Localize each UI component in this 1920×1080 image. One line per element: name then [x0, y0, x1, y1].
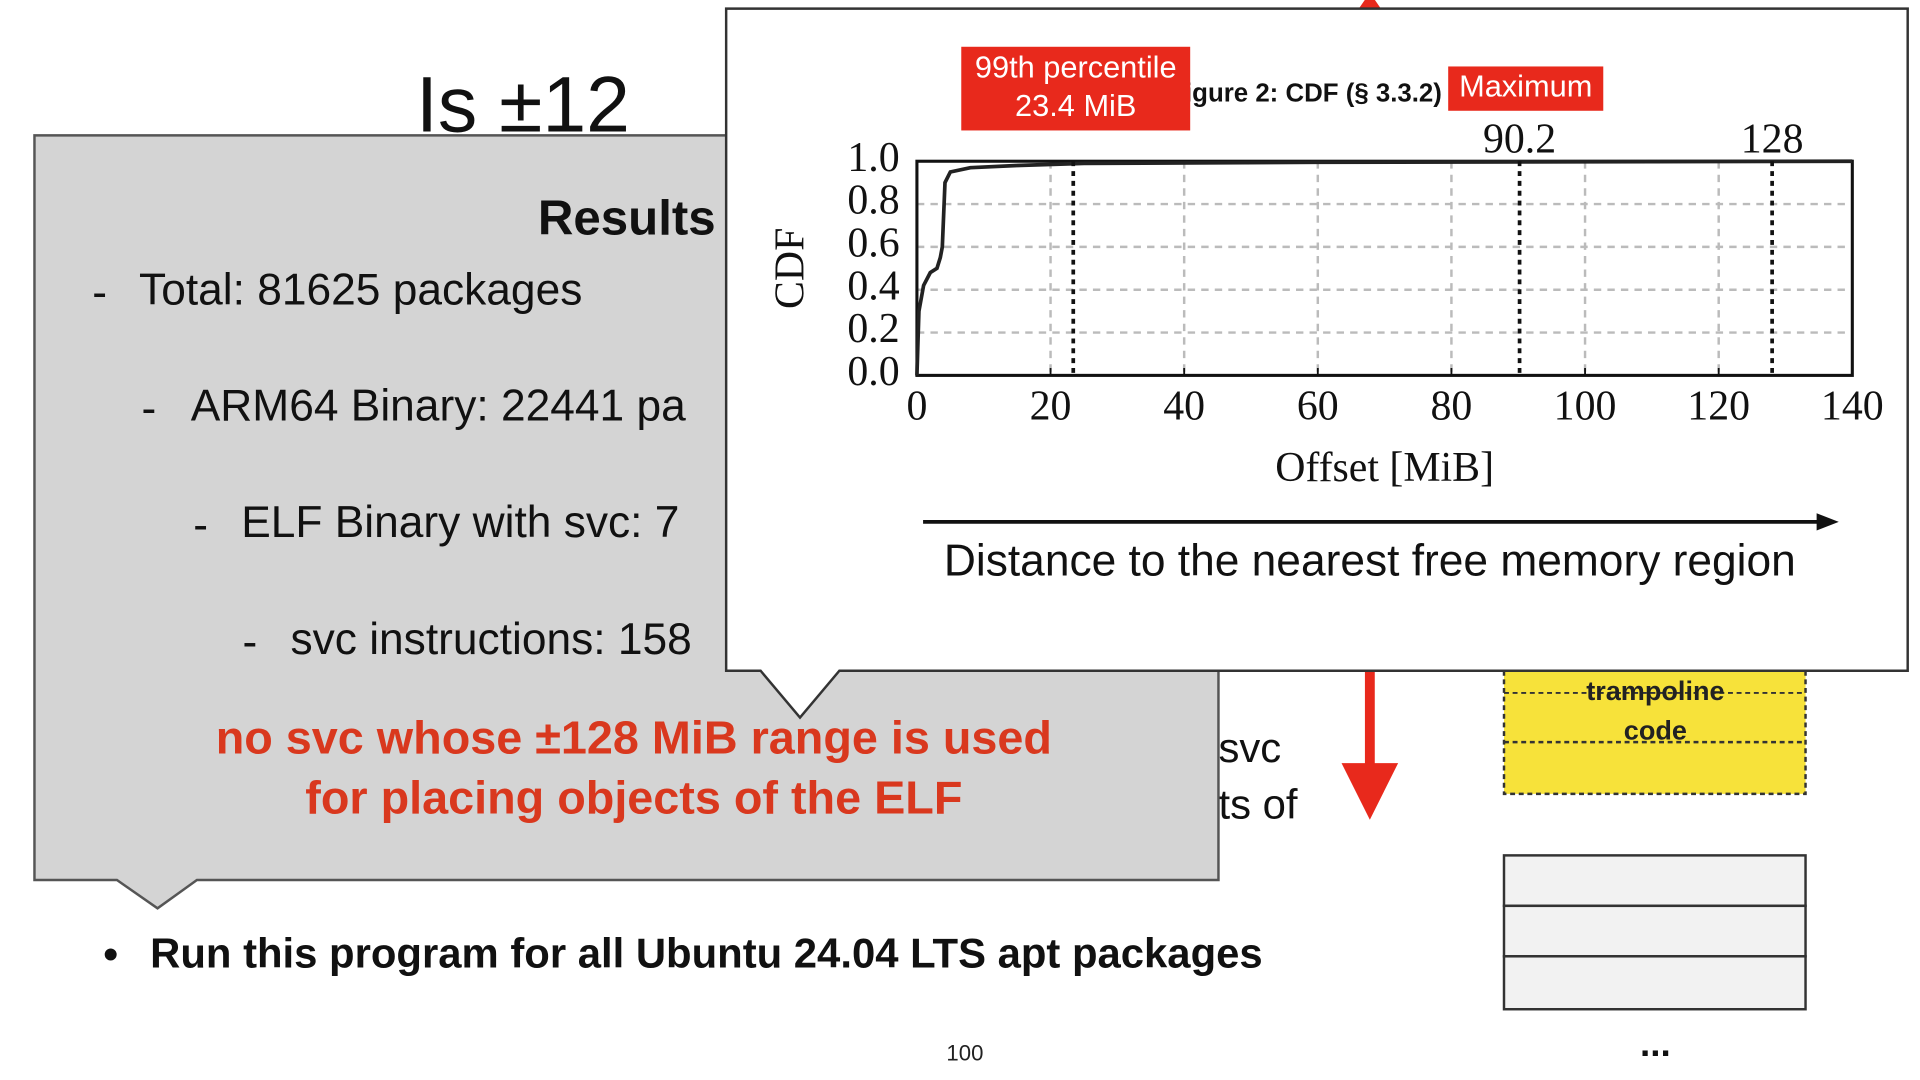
- box-label: code: [1624, 714, 1687, 745]
- x-tick-label: 140: [1821, 383, 1884, 429]
- result-item: Total: 81625 packages: [139, 266, 582, 315]
- hidden-text: svc: [1218, 724, 1281, 771]
- bullet-dot: •: [103, 931, 118, 978]
- x-tick-label: 0: [906, 383, 927, 429]
- result-item: ARM64 Binary: 22441 pa: [191, 381, 686, 430]
- item-dash: -: [242, 618, 257, 667]
- arrow-head: [1341, 763, 1399, 820]
- marker-label: 90.2: [1483, 116, 1556, 162]
- y-tick-label: 0.8: [847, 178, 899, 224]
- annotation-text: Maximum: [1459, 69, 1592, 104]
- cdf-chart: 0 20 40 60 80 100 120 140 0.00.20.40.60.81.0 90.2…: [847, 116, 1883, 429]
- item-dash: -: [92, 268, 107, 317]
- result-item: svc instructions: 158: [290, 615, 691, 664]
- y-tick-label: 0.4: [847, 263, 899, 309]
- conclusion: no svc whose ±128 MiB range is used: [216, 711, 1052, 763]
- y-tick-label: 0.0: [847, 349, 899, 395]
- arrow-label: Distance to the nearest free memory regi…: [944, 536, 1796, 585]
- memory-cell: [1502, 955, 1807, 1011]
- x-tick-label: 100: [1554, 383, 1617, 429]
- slide-title: Is ±12: [416, 61, 630, 149]
- results-heading: Results: [538, 191, 716, 246]
- x-tick-label: 80: [1431, 383, 1473, 429]
- chart-callout: [724, 7, 1909, 720]
- conclusion: for placing objects of the ELF: [305, 772, 962, 824]
- x-tick-label: 120: [1687, 383, 1750, 429]
- item-dash: -: [142, 384, 157, 433]
- bullet-text: Run this program for all Ubuntu 24.04 LT…: [150, 929, 1263, 976]
- arrow-head: [1816, 513, 1839, 531]
- memory-cell: [1502, 904, 1807, 958]
- marker-label: 128: [1741, 116, 1804, 162]
- annotation-box: [1448, 66, 1604, 111]
- item-dash: -: [193, 501, 208, 550]
- x-axis-label: Offset [MiB]: [1275, 445, 1494, 491]
- ellipsis: ...: [1640, 1023, 1671, 1064]
- result-item: ELF Binary with svc: 7: [241, 498, 679, 547]
- annotation-box: [961, 46, 1191, 131]
- y-tick-label: 1.0: [847, 135, 899, 181]
- y-axis-label: CDF: [767, 228, 813, 309]
- figure-caption: Figure 2: CDF (§ 3.3.2): [1169, 80, 1442, 108]
- box-label: trampoline: [1586, 675, 1724, 706]
- annotation-text: 23.4 MiB: [1015, 88, 1136, 123]
- y-tick-label: 0.2: [847, 306, 899, 352]
- y-tick-label: 0.6: [847, 221, 899, 267]
- annotation-text: 99th percentile: [975, 50, 1177, 85]
- page-number: 100: [946, 1041, 983, 1066]
- x-tick-label: 60: [1297, 383, 1339, 429]
- trampoline-box: [1502, 669, 1807, 796]
- memory-cell: [1502, 854, 1807, 908]
- hidden-text: ts of: [1218, 780, 1297, 827]
- x-tick-label: 20: [1030, 383, 1072, 429]
- x-tick-label: 40: [1163, 383, 1205, 429]
